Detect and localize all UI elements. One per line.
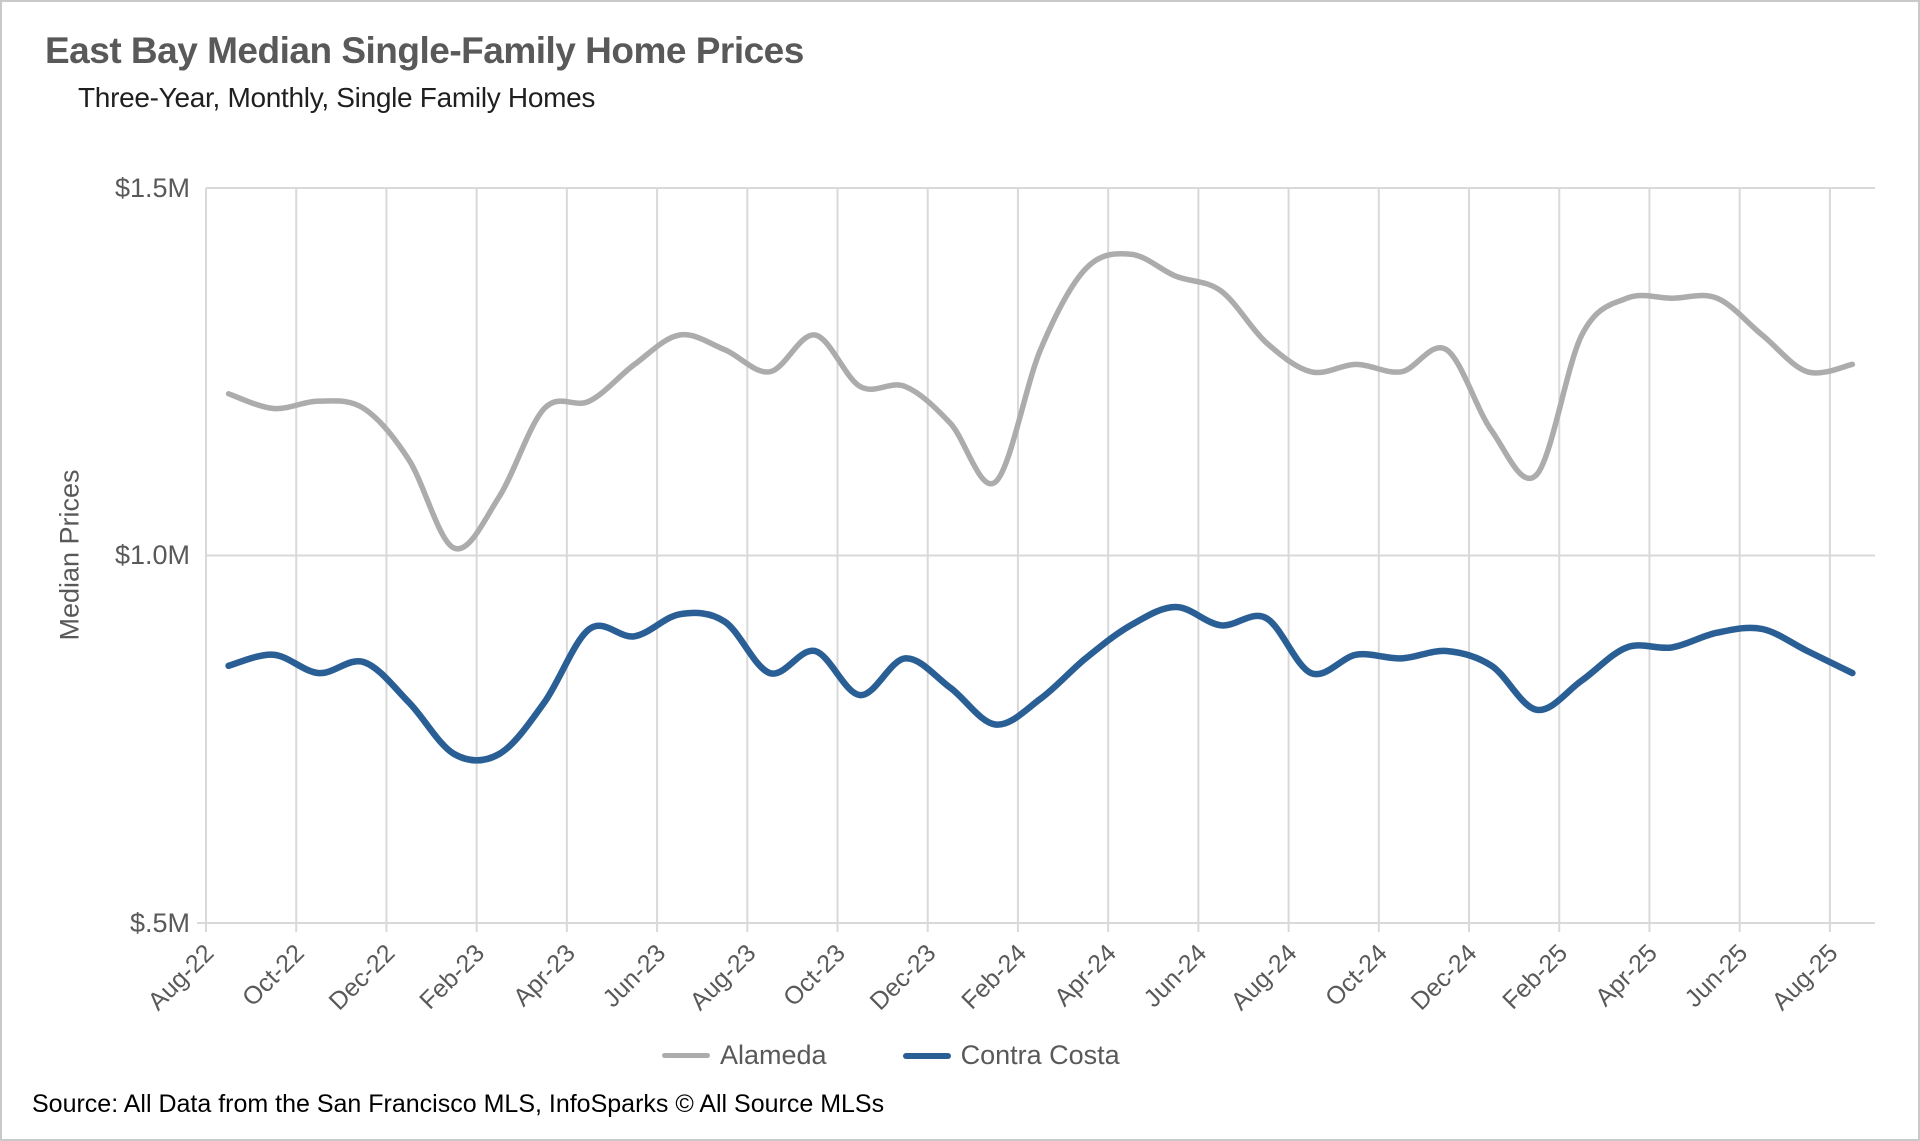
y-tick-label-1500k: $1.5M (114, 173, 190, 203)
legend: Alameda Contra Costa (662, 1040, 1120, 1071)
y-tick-label-1000k: $1.0M (114, 540, 190, 570)
chart-title: East Bay Median Single-Family Home Price… (45, 30, 804, 71)
contra-costa-line-swatch (902, 1052, 951, 1059)
alameda-line-swatch (662, 1053, 710, 1058)
source-attribution: Source: All Data from the San Francisco … (32, 1090, 885, 1118)
y-tick-label-500k: $.5M (129, 908, 190, 938)
chart-subtitle: Three-Year, Monthly, Single Family Homes (78, 82, 596, 113)
legend-label-contra-costa: Contra Costa (960, 1040, 1120, 1070)
legend-item-alameda: Alameda (662, 1040, 827, 1071)
contra-costa-series-line (225, 603, 1856, 764)
alameda-series-line (225, 250, 1856, 552)
legend-label-alameda: Alameda (720, 1040, 827, 1070)
legend-item-contra-costa: Contra Costa (902, 1040, 1120, 1071)
